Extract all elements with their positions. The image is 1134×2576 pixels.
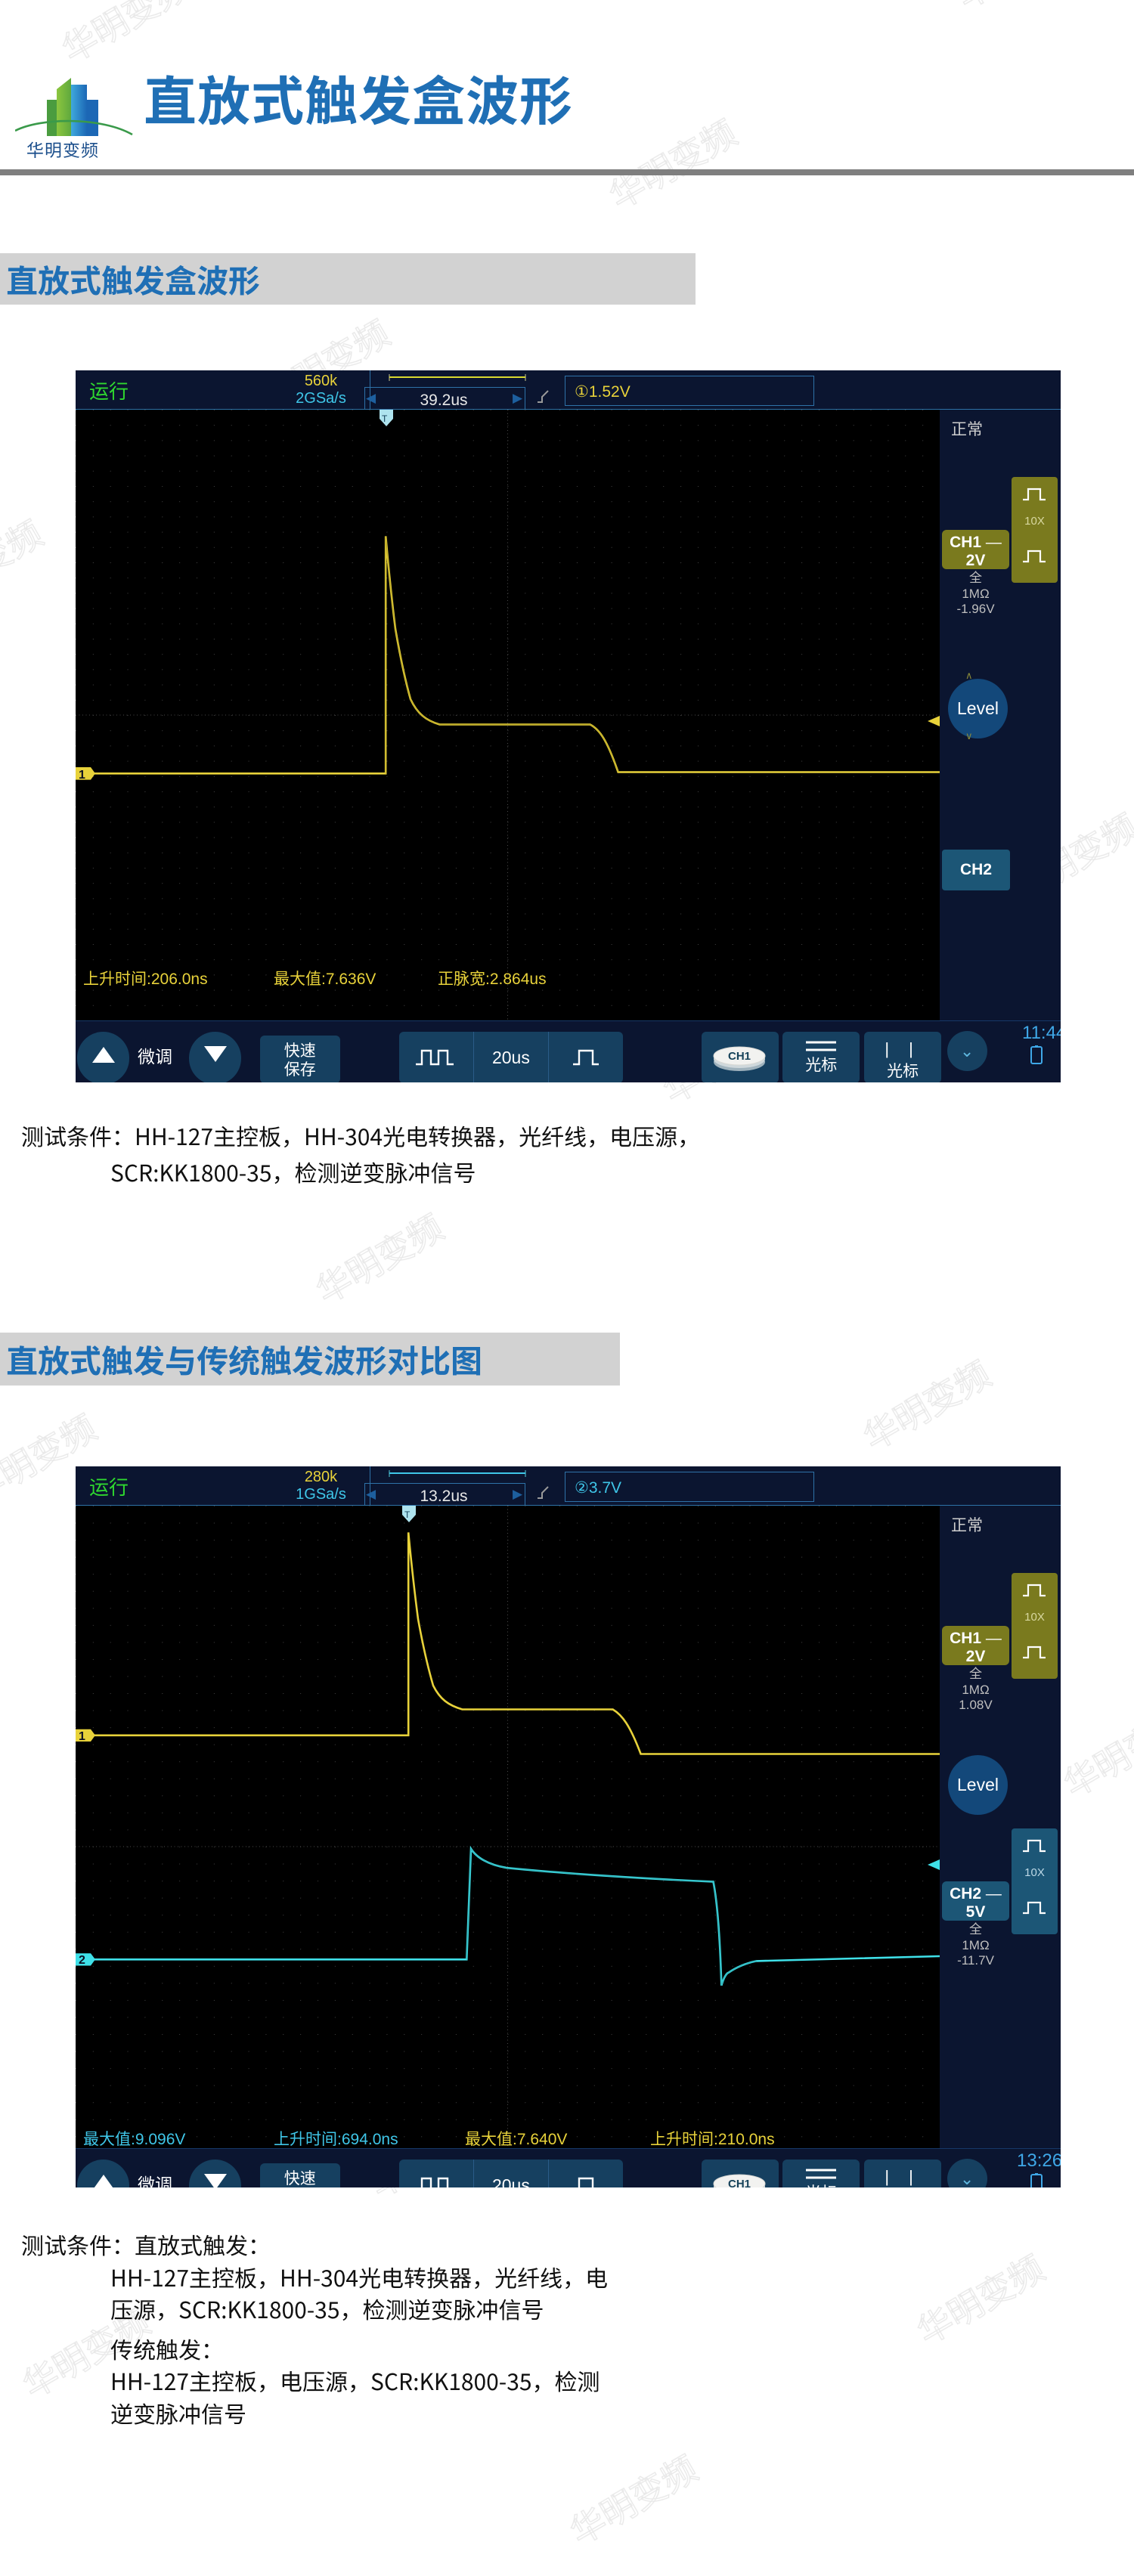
svg-text:上升时间:206.0ns: 上升时间:206.0ns: [83, 971, 208, 988]
svg-text:上升时间:694.0ns: 上升时间:694.0ns: [274, 2131, 398, 2148]
svg-text:最大值:9.096V: 最大值:9.096V: [83, 2131, 185, 2148]
svg-text:上升时间:210.0ns: 上升时间:210.0ns: [650, 2131, 775, 2148]
svg-text:1: 1: [79, 769, 85, 782]
svg-text:2: 2: [79, 1954, 85, 1967]
svg-text:最大值:7.640V: 最大值:7.640V: [465, 2131, 567, 2148]
svg-text:华明变频: 华明变频: [26, 136, 99, 162]
svg-text:CH1: CH1: [728, 1050, 751, 1063]
svg-text:T: T: [404, 1509, 411, 1520]
svg-text:T: T: [382, 413, 388, 424]
svg-text:1: 1: [79, 1730, 85, 1743]
svg-text:最大值:7.636V: 最大值:7.636V: [274, 971, 376, 988]
svg-text:正脉宽:2.864us: 正脉宽:2.864us: [438, 971, 547, 988]
svg-text:CH1: CH1: [728, 2178, 751, 2187]
